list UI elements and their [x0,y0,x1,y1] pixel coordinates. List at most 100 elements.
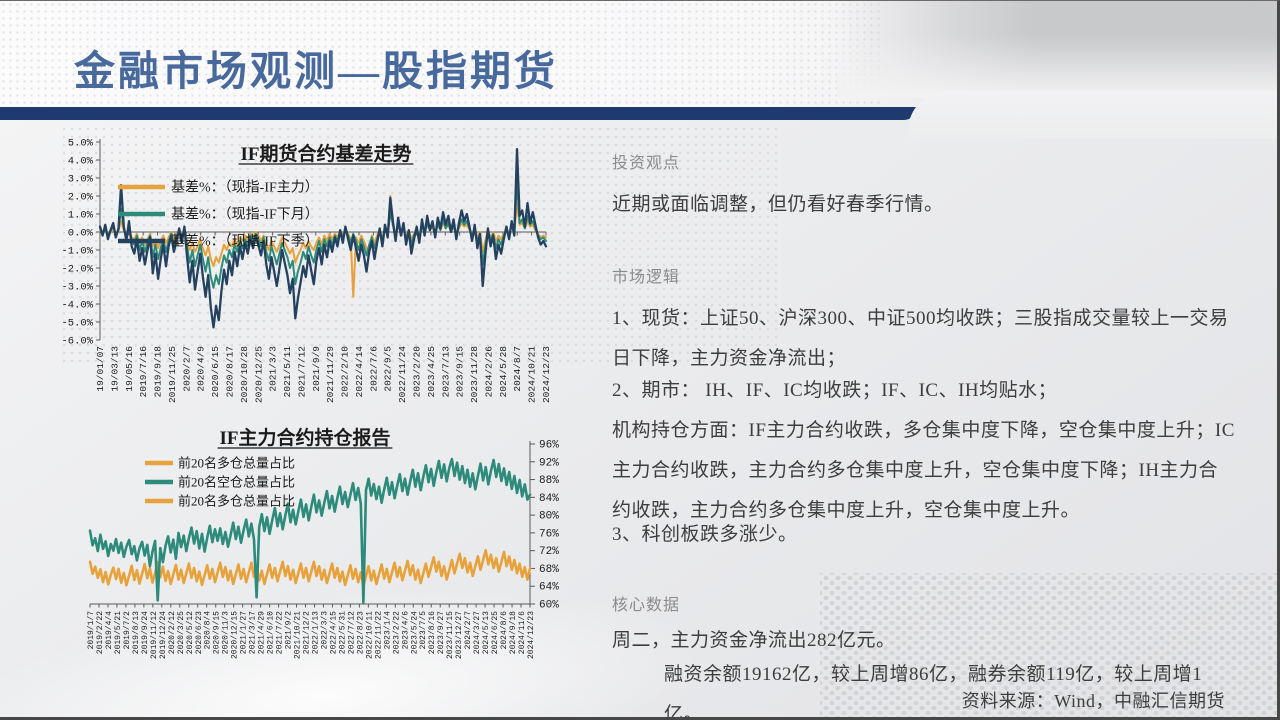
core-data-line-1: 周二，主力资金净流出282亿元。 [612,630,896,651]
svg-text:前20名多仓总量占比: 前20名多仓总量占比 [178,494,295,509]
svg-text:前20名多仓总量占比: 前20名多仓总量占比 [178,456,295,471]
position-report-chart: 96% 92% 88% 84% 80% 76% 72% 68% 64% 60% 2019/1/7 20… [70,417,615,717]
svg-text:IF期货合约基差走势: IF期货合约基差走势 [240,142,411,165]
svg-text:2019/11/25: 2019/11/25 [167,346,178,403]
section-heading-view: 投资观点 [612,155,681,172]
svg-text:4.0%: 4.0% [68,156,94,168]
svg-text:2023/11/15: 2023/11/15 [446,611,455,659]
svg-text:2024/8/6: 2024/8/6 [500,611,509,650]
svg-text:2024/9/18: 2024/9/18 [509,611,518,654]
svg-text:2023/5/24: 2023/5/24 [410,611,419,654]
svg-text:96%: 96% [539,440,559,452]
svg-text:2023/12/27: 2023/12/27 [455,611,464,659]
svg-text:2020/6/15: 2020/6/15 [210,346,221,398]
logic-point-3: 3、科创板跌多涨少。 [612,524,798,545]
svg-text:2024/12/23: 2024/12/23 [527,611,536,659]
svg-text:2020/12/15: 2020/12/15 [231,611,240,659]
svg-text:-4.0%: -4.0% [61,300,93,312]
svg-text:72%: 72% [539,546,559,558]
svg-text:2021/5/11: 2021/5/11 [282,346,293,398]
svg-text:2020/5/12: 2020/5/12 [186,611,195,654]
svg-text:2023/2/22: 2023/2/22 [392,611,401,654]
svg-text:2021/10/21: 2021/10/21 [294,611,303,659]
page-title: 金融市场观测—股指期货 [74,48,558,94]
section-heading-core: 核心数据 [612,597,681,614]
svg-text:19/05/16: 19/05/16 [124,346,135,392]
svg-text:19/01/07: 19/01/07 [95,346,106,392]
svg-text:2024/11/6: 2024/11/6 [518,611,527,654]
svg-text:2024/5/28: 2024/5/28 [498,346,509,398]
svg-text:IF主力合约持仓报告: IF主力合约持仓报告 [219,426,390,449]
svg-text:2022/10/11: 2022/10/11 [365,611,374,659]
svg-text:2023/2/20: 2023/2/20 [412,346,423,398]
svg-text:2021/3/3: 2021/3/3 [268,346,279,392]
svg-text:2024/2/7: 2024/2/7 [464,611,473,650]
svg-text:基差%：（现指-IF主力）: 基差%：（现指-IF主力） [171,179,319,196]
svg-text:2021/12/2: 2021/12/2 [303,611,312,654]
svg-text:2024/12/23: 2024/12/23 [541,346,552,403]
svg-text:2022/3/3: 2022/3/3 [320,611,329,650]
svg-text:-1.0%: -1.0% [61,246,93,258]
svg-text:2.0%: 2.0% [68,192,94,204]
svg-text:2020/2/7: 2020/2/7 [181,346,192,392]
core-data-line-2: 融资余额19162亿，较上周增86亿，融券余额119亿，较上周增1亿。 [664,664,1203,720]
svg-text:-2.0%: -2.0% [61,264,93,276]
svg-text:2024/5/13: 2024/5/13 [482,611,491,654]
top-right-gray-fade [837,1,1277,97]
svg-text:2023/9/15: 2023/9/15 [455,346,466,398]
svg-text:2023/7/13: 2023/7/13 [440,346,451,398]
svg-text:2023/4/6: 2023/4/6 [401,611,410,650]
svg-text:2022/5/31: 2022/5/31 [338,611,347,654]
svg-text:2019/7/2: 2019/7/2 [123,611,132,650]
svg-text:2021/11/29: 2021/11/29 [325,346,336,403]
section-heading-logic: 市场逻辑 [612,269,681,286]
svg-text:80%: 80% [539,511,559,523]
svg-text:2023/9/27: 2023/9/27 [437,611,446,654]
svg-text:-5.0%: -5.0% [61,318,93,330]
svg-text:2021/1/27: 2021/1/27 [240,611,249,654]
svg-text:2021/7/22: 2021/7/22 [276,611,285,654]
svg-text:64%: 64% [539,582,559,594]
svg-text:基差%：（现指-IF下月）: 基差%：（现指-IF下月） [171,206,319,223]
svg-text:68%: 68% [539,564,559,576]
svg-text:1.0%: 1.0% [68,210,94,222]
svg-text:2023/7/5: 2023/7/5 [419,611,428,650]
svg-text:2020/10/28: 2020/10/28 [239,346,250,403]
svg-text:-6.0%: -6.0% [61,336,93,348]
svg-text:2020/12/25: 2020/12/25 [253,346,264,403]
svg-text:基差%：（现指-IF下季）: 基差%：（现指-IF下季） [171,233,319,250]
corner-panel [908,91,1277,139]
svg-text:2019/11/12: 2019/11/12 [150,611,159,659]
svg-text:2021/9/2: 2021/9/2 [285,611,294,650]
svg-text:2022/2/10: 2022/2/10 [340,346,351,398]
svg-text:2021/6/10: 2021/6/10 [267,611,276,654]
svg-text:2022/7/6: 2022/7/6 [368,346,379,392]
svg-text:3.0%: 3.0% [68,174,94,186]
svg-text:2021/3/17: 2021/3/17 [249,611,258,654]
honeycomb-pattern [820,573,1277,717]
svg-text:88%: 88% [539,475,559,487]
svg-text:2019/12/24: 2019/12/24 [159,611,168,659]
svg-text:2020/8/17: 2020/8/17 [224,346,235,397]
svg-text:60%: 60% [539,600,559,612]
world-map-dots [60,125,780,365]
svg-text:2020/4/9: 2020/4/9 [196,346,207,392]
svg-text:2019/9/18: 2019/9/18 [153,346,164,398]
svg-text:5.0%: 5.0% [68,138,94,150]
svg-text:84%: 84% [539,493,559,505]
svg-text:2020/6/23: 2020/6/23 [195,611,204,654]
svg-text:2024/6/25: 2024/6/25 [491,611,500,654]
commentary-panel: 投资观点 近期或面临调整，但仍看好春季行情。 市场逻辑 1、现货：上证50、沪深… [612,1,1237,720]
svg-text:2019/9/24: 2019/9/24 [141,611,150,654]
svg-text:2021/4/29: 2021/4/29 [258,611,267,654]
svg-text:2020/9/15: 2020/9/15 [213,611,222,654]
svg-text:2021/9/9: 2021/9/9 [311,346,322,392]
svg-text:2019/8/13: 2019/8/13 [132,611,141,654]
logic-point-2: 2、期市： IH、IF、IC均收跌；IF、IC、IH均贴水； [612,380,1058,401]
svg-text:2019/7/16: 2019/7/16 [138,346,149,398]
logic-point-1: 1、现货：上证50、沪深300、中证500均收跌；三股指成交量较上一交易日下降，… [612,308,1229,369]
svg-text:2023/4/25: 2023/4/25 [426,346,437,398]
svg-text:2020/3/25: 2020/3/25 [177,611,186,654]
svg-text:19/03/13: 19/03/13 [109,346,120,392]
